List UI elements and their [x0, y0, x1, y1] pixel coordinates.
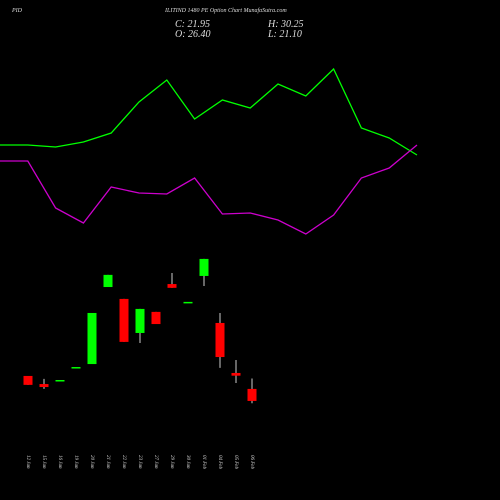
indicator-line [0, 144, 418, 235]
x-tick-label: 06 Feb [249, 455, 254, 470]
candle-body [103, 274, 113, 288]
ohlc-low: L: 21.10 [267, 29, 302, 40]
x-tick-label: 19 Jan [73, 455, 78, 469]
candle-body [199, 258, 209, 276]
candle-body [87, 312, 97, 365]
candle-body [167, 284, 177, 288]
chart-title: PID [11, 8, 23, 14]
x-tick-label: 20 Jan [89, 455, 94, 469]
x-tick-label: 30 Jan [185, 455, 190, 469]
indicator-line [0, 67, 418, 156]
x-tick-label: 22 Jan [121, 455, 126, 469]
candle-body [119, 298, 129, 342]
candle-body [183, 301, 193, 304]
x-tick-label: 01 Feb [201, 455, 206, 470]
x-tick-label: 23 Jan [137, 455, 142, 469]
candle-body [215, 322, 225, 358]
ohlc-close: C: 21.95 [175, 19, 210, 30]
candle-body [151, 311, 161, 325]
x-tick-label: 27 Jan [153, 455, 158, 469]
x-tick-label: 05 Feb [233, 455, 238, 470]
x-tick-label: 29 Jan [169, 455, 174, 469]
candle-body [231, 372, 241, 376]
candle-body [23, 375, 33, 385]
candle-body [135, 308, 145, 333]
candle-body [71, 367, 81, 369]
ohlc-high: H: 30.25 [267, 19, 304, 30]
x-tick-label: 12 Jan [25, 455, 30, 469]
x-tick-label: 04 Feb [217, 455, 222, 470]
candle-body [39, 384, 49, 388]
candle-body [247, 388, 257, 401]
ohlc-open: O: 26.40 [175, 29, 211, 40]
x-tick-label: 16 Jan [57, 455, 62, 469]
candle-body [55, 380, 65, 382]
chart-subtitle: ILITIND 1480 PE Option Chart MunafaSutra… [164, 7, 287, 14]
x-tick-label: 15 Jan [41, 455, 46, 469]
x-tick-label: 21 Jan [105, 455, 110, 469]
